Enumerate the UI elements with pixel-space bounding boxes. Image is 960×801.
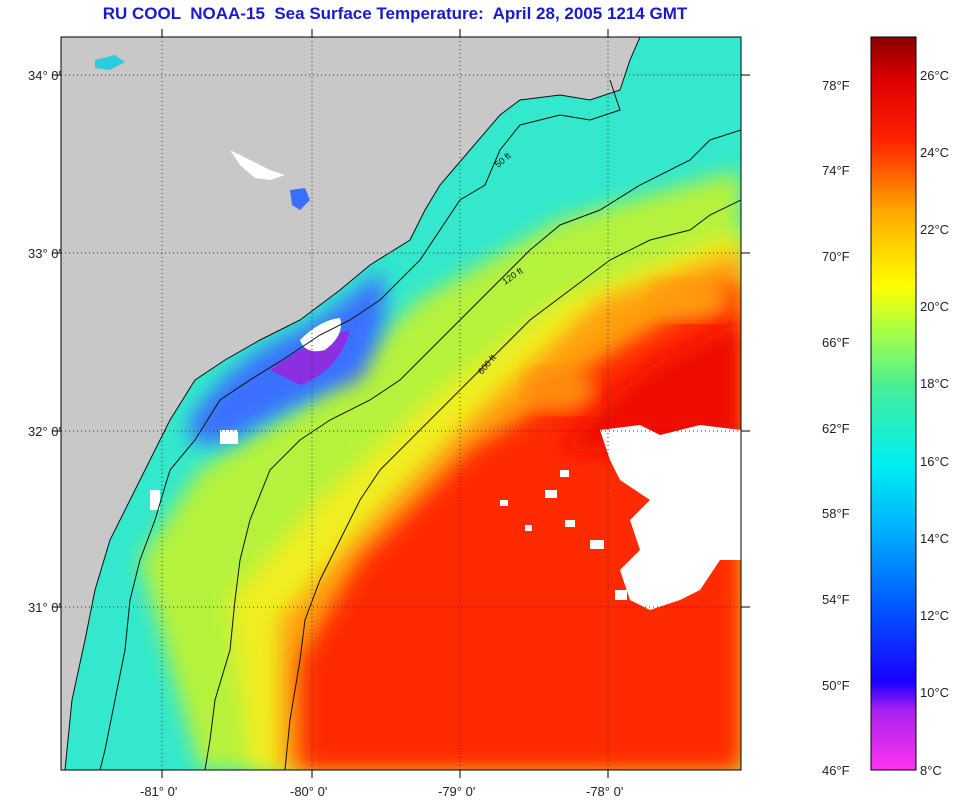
f-label: 70°F (822, 249, 850, 264)
graticule (61, 37, 741, 770)
colorbar (870, 36, 917, 771)
c-label: 8°C (920, 763, 942, 778)
lat-label: 31° 0' (28, 600, 61, 615)
f-label: 66°F (822, 335, 850, 350)
c-label: 26°C (920, 68, 949, 83)
lon-label: -80° 0' (290, 784, 327, 799)
map-title: RU COOL NOAA-15 Sea Surface Temperature:… (102, 4, 688, 23)
f-label: 74°F (822, 163, 850, 178)
f-label: 78°F (822, 78, 850, 93)
inland-lake (95, 55, 125, 70)
c-label: 18°C (920, 376, 949, 391)
map-panel: 50 ft 120 ft 600 ft (61, 37, 741, 770)
axis-ticks (52, 29, 750, 778)
cloud-cover (150, 425, 741, 610)
c-label: 14°C (920, 531, 949, 546)
colorbar-celsius-labels: 26°C 24°C 22°C 20°C 18°C 16°C 14°C 12°C … (920, 68, 949, 778)
land-mass (61, 37, 641, 770)
lon-label: -78° 0' (586, 784, 623, 799)
lat-label: 33° 0' (28, 246, 61, 261)
bathymetry-contours (99, 79, 741, 770)
f-label: 58°F (822, 506, 850, 521)
gulf-stream-core (560, 320, 741, 460)
lon-label: -81° 0' (140, 784, 177, 799)
c-label: 12°C (920, 608, 949, 623)
f-label: 46°F (822, 763, 850, 778)
f-label: 54°F (822, 592, 850, 607)
colorbar-fahrenheit-labels: 78°F 74°F 70°F 66°F 62°F 58°F 54°F 50°F … (822, 78, 850, 778)
warm-eddy (650, 280, 730, 320)
inland-lake (290, 188, 310, 210)
f-label: 62°F (822, 421, 850, 436)
c-label: 10°C (920, 685, 949, 700)
c-label: 22°C (920, 222, 949, 237)
f-label: 50°F (822, 678, 850, 693)
lat-label: 32° 0' (28, 424, 61, 439)
lon-label: -79° 0' (438, 784, 475, 799)
c-label: 24°C (920, 145, 949, 160)
c-label: 20°C (920, 299, 949, 314)
inland-cloud (230, 150, 285, 180)
c-label: 16°C (920, 454, 949, 469)
lat-label: 34° 0' (28, 68, 61, 83)
warm-eddy (525, 368, 595, 412)
map-frame (60, 36, 742, 771)
